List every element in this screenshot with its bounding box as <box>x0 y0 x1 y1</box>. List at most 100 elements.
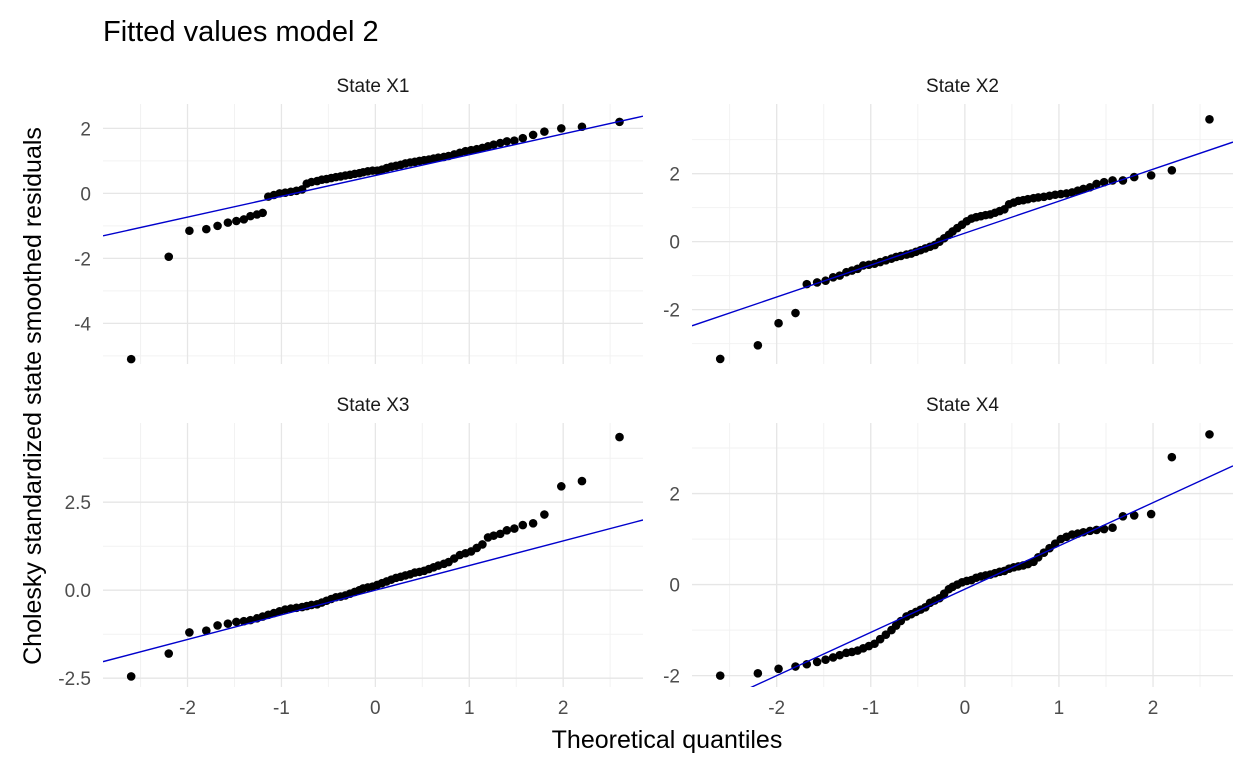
y-tick-label: -4 <box>74 314 91 335</box>
data-point <box>164 252 174 262</box>
data-point <box>213 221 222 231</box>
data-point <box>1129 511 1139 520</box>
data-point <box>1167 452 1177 462</box>
data-point <box>821 655 830 664</box>
panel-grid <box>692 423 1233 687</box>
y-tick-label: 2 <box>669 485 680 506</box>
data-point <box>828 653 838 662</box>
y-tick-label: 2.5 <box>65 493 91 514</box>
panel-2: State X2 2 0 -2 <box>663 76 1233 364</box>
y-tick-label: 0 <box>669 576 680 597</box>
data-point <box>510 524 519 533</box>
data-point <box>615 432 624 442</box>
y-tick-label: 0 <box>669 233 680 254</box>
x-tick-label: -2 <box>179 698 196 719</box>
data-point <box>518 520 528 530</box>
panel-1: State X1 2 0 -2 -4 <box>74 76 643 364</box>
data-point <box>753 341 763 350</box>
data-point <box>185 628 194 637</box>
data-point <box>232 617 241 627</box>
y-tick-label: 2 <box>669 165 680 186</box>
data-point <box>232 216 241 226</box>
data-point <box>510 136 519 146</box>
x-tick-label: 0 <box>370 698 381 719</box>
data-point <box>223 619 233 628</box>
panel-3: State X3 2.5 0.0 -2.5 -2 -1 0 1 2 <box>58 395 643 719</box>
y-tick-label: -2 <box>663 667 680 688</box>
reference-line <box>103 115 643 237</box>
data-point <box>164 649 174 658</box>
y-tick-label: -2 <box>74 249 91 270</box>
data-point <box>774 664 783 674</box>
y-tick-label: 0 <box>80 184 91 205</box>
panel-4: State X4 2 0 -2 -2 -1 0 1 2 <box>663 395 1233 719</box>
data-points <box>715 114 1214 364</box>
data-point <box>835 650 845 660</box>
data-point <box>185 226 194 236</box>
x-tick-label: 2 <box>558 698 569 719</box>
reference-line <box>103 519 643 663</box>
x-tick-label: 2 <box>1148 698 1159 719</box>
reference-line <box>692 141 1233 327</box>
data-point <box>812 657 822 667</box>
x-tick-label: 1 <box>464 698 475 719</box>
panel-grid <box>103 423 643 687</box>
data-point <box>126 672 136 681</box>
data-point <box>791 308 800 318</box>
data-point <box>489 531 498 540</box>
panel-grid <box>103 104 643 364</box>
y-tick-label: 2 <box>80 119 91 140</box>
data-point <box>774 318 783 328</box>
data-point <box>489 140 498 149</box>
data-point <box>1146 171 1156 180</box>
y-axis-label: Cholesky standardized state smoothed res… <box>19 127 47 665</box>
data-point <box>126 354 136 364</box>
data-point <box>1108 523 1117 532</box>
data-point <box>502 137 512 146</box>
data-point <box>478 540 487 549</box>
y-tick-label: 0.0 <box>65 581 91 602</box>
x-tick-label: -1 <box>273 698 290 719</box>
data-point <box>1167 165 1177 175</box>
data-point <box>528 519 538 528</box>
data-point <box>213 621 222 630</box>
data-point <box>1205 430 1214 439</box>
data-point <box>223 218 233 227</box>
x-tick-label: -2 <box>768 698 785 719</box>
panels: State X1 2 0 -2 -4 State X2 2 0 -2 State X3 2.5 0.0… <box>58 76 1233 719</box>
data-point <box>715 354 725 364</box>
data-point <box>202 224 211 234</box>
data-point <box>556 124 566 133</box>
data-point <box>1092 179 1101 189</box>
data-point <box>556 482 566 491</box>
data-point <box>1099 177 1109 187</box>
data-point <box>753 669 763 678</box>
data-point <box>1146 509 1156 519</box>
y-tick-label: -2.5 <box>58 669 91 690</box>
data-points <box>126 432 624 681</box>
chart-title: Fitted values model 2 <box>103 16 379 48</box>
data-point <box>495 138 505 148</box>
reference-line <box>750 465 1233 687</box>
data-point <box>495 529 505 539</box>
panel-title: State X4 <box>926 395 999 416</box>
data-point <box>528 130 538 140</box>
data-point <box>1079 184 1088 194</box>
data-point <box>715 671 725 680</box>
data-point <box>1099 524 1109 534</box>
data-point <box>502 526 512 535</box>
data-point <box>577 476 587 486</box>
data-point <box>239 215 249 224</box>
data-point <box>518 133 528 143</box>
data-point <box>239 616 249 626</box>
x-tick-label: 1 <box>1054 698 1065 719</box>
panel-grid <box>692 104 1233 364</box>
panel-title: State X2 <box>926 76 999 97</box>
x-axis-label: Theoretical quantiles <box>552 726 783 754</box>
x-tick-label: 0 <box>960 698 971 719</box>
data-point <box>258 208 267 218</box>
panel-title: State X1 <box>337 76 410 97</box>
x-tick-label: -1 <box>862 698 879 719</box>
